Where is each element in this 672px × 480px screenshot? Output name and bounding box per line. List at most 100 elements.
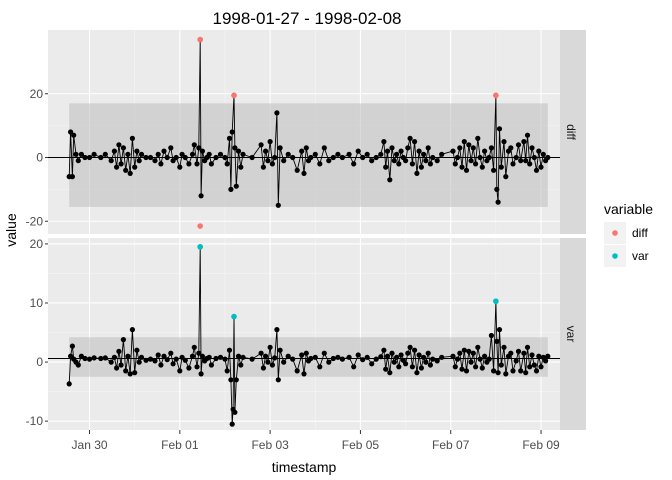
data-point [129,327,135,333]
data-point [418,164,424,170]
data-point [470,350,476,356]
legend: variable diff var [604,201,653,267]
data-point [545,353,551,359]
data-point [389,350,395,356]
data-point [434,358,440,364]
data-point [396,364,402,370]
data-point [182,154,188,161]
chart-title: 1998-01-27 - 1998-02-08 [212,9,401,28]
data-point [457,350,463,356]
data-point [226,347,233,353]
data-point [196,145,202,151]
data-point [531,154,537,161]
data-point [326,359,332,365]
data-point [132,164,138,170]
data-point [108,158,114,164]
data-point [427,362,433,368]
data-point [486,356,492,362]
data-point [189,151,196,157]
data-point [177,164,183,170]
x-axis-ticks: Jan 30 Feb 01 Feb 03 Feb 05 Feb 07 Feb 09 [72,430,560,452]
data-point [473,364,479,370]
data-point [198,371,204,377]
data-point [508,145,514,151]
data-point [120,145,126,151]
data-point [317,364,323,370]
data-point [301,371,307,377]
data-point [136,359,142,365]
data-point [265,158,271,164]
data-point [267,344,273,350]
data-point [430,154,436,161]
data-point [523,370,529,376]
data-point [488,145,494,151]
data-point [508,350,514,356]
data-point [111,354,117,360]
data-point [275,377,281,383]
data-point [454,356,461,362]
data-point [470,145,476,151]
data-point [86,356,93,362]
panel-diff: -20 0 20 diff [26,30,586,234]
data-point [463,167,470,173]
data-point [173,154,179,161]
data-point [518,368,524,374]
data-point [249,356,255,362]
data-point [147,356,154,362]
data-point [232,145,238,151]
x-tick-label: Feb 01 [161,438,199,452]
panel-var-background [48,238,560,430]
data-point [524,132,531,138]
data-point [351,161,357,167]
data-point [238,164,244,170]
data-point [466,142,472,148]
data-point [186,161,192,167]
data-point [213,154,219,161]
anomaly-point [197,36,203,43]
data-point [394,151,400,157]
data-point [466,348,472,354]
data-point [196,350,202,356]
x-tick-label: Jan 30 [72,438,108,452]
data-point [303,350,309,356]
data-point [312,354,318,360]
data-point [118,161,124,167]
data-point [91,151,97,157]
data-point [531,362,537,368]
data-point [274,110,280,116]
data-point [161,353,167,359]
data-point [91,355,97,361]
legend-key-diff [612,230,618,236]
data-point [515,348,522,354]
data-point [277,145,283,151]
data-point [482,353,488,359]
data-point [208,161,214,167]
panel-var: -10 0 10 20 var [26,237,586,430]
data-point [173,356,179,362]
data-point [285,353,291,359]
data-point [294,368,300,374]
data-point [409,161,415,167]
data-point [423,359,429,365]
data-point [473,161,479,167]
data-point [364,354,370,360]
data-point [269,362,275,368]
data-point [403,158,409,164]
data-point [538,164,544,170]
panel-diff-points [66,37,551,208]
data-point [75,158,81,164]
data-point [226,135,233,141]
data-point [258,350,264,356]
panel-diff-strip [560,30,586,234]
data-point [418,365,424,371]
data-point [529,145,535,151]
data-point [312,151,318,157]
data-point [412,347,418,353]
y-tick-label: 0 [36,355,43,369]
data-point [170,361,176,367]
data-point [299,352,305,358]
x-tick-label: Feb 07 [432,438,470,452]
data-point [452,364,458,370]
data-point [249,154,255,161]
